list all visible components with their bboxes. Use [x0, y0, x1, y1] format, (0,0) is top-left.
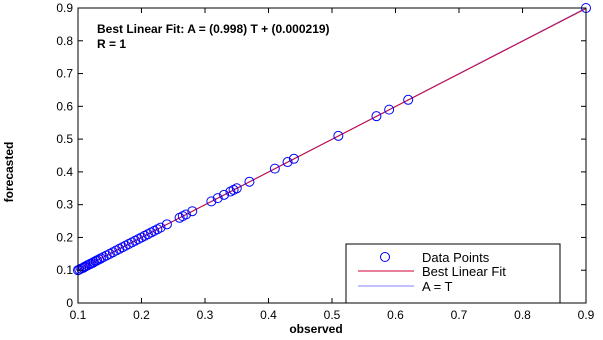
annotation-r-value: R = 1: [97, 37, 126, 51]
data-point: [231, 183, 242, 194]
x-tick-label: 0.9: [578, 308, 595, 322]
y-tick-label: 0.6: [56, 99, 73, 113]
data-point: [95, 253, 106, 264]
axis-ticks: 0.1 0.2 0.3 0.4 0.5 0.6 0.7 0.8 0.900.10.20.30.4…: [56, 1, 594, 322]
legend-box: [345, 243, 561, 304]
y-tick-label: 0: [66, 296, 73, 310]
x-tick-label: 0.6: [387, 308, 404, 322]
legend-label-data-points: Data Points: [422, 250, 490, 265]
y-tick-label: 0.3: [56, 198, 73, 212]
legend-label-identity: A = T: [422, 279, 453, 294]
x-axis-label: observed: [289, 322, 342, 336]
data-point: [282, 157, 293, 168]
data-point: [155, 222, 166, 233]
best-fit-line: [77, 8, 587, 271]
data-point: [212, 193, 223, 204]
data-point: [244, 176, 255, 187]
data-point: [269, 163, 280, 174]
data-point: [206, 196, 217, 207]
y-tick-label: 0.4: [56, 165, 73, 179]
data-point: [384, 104, 395, 115]
x-tick-label: 0.7: [451, 308, 468, 322]
y-tick-label: 0.2: [56, 230, 73, 244]
data-point: [288, 153, 299, 164]
x-tick-label: 0.2: [133, 308, 150, 322]
y-axis-label: forecasted: [2, 142, 16, 203]
x-tick-label: 0.8: [514, 308, 531, 322]
legend: Data Points Best Linear Fit A = T: [345, 243, 561, 304]
y-tick-label: 0.1: [56, 263, 73, 277]
data-point: [403, 94, 414, 105]
y-tick-label: 0.5: [56, 132, 73, 146]
y-tick-label: 0.7: [56, 67, 73, 81]
legend-label-best-fit: Best Linear Fit: [422, 264, 506, 279]
legend-marker-data-points: [380, 252, 390, 262]
data-point: [219, 189, 230, 200]
y-tick-label: 0.8: [56, 34, 73, 48]
data-point: [371, 111, 382, 122]
annotation-fit-equation: Best Linear Fit: A = (0.998) T + (0.0002…: [97, 22, 330, 36]
data-point: [180, 209, 191, 220]
data-point: [187, 206, 198, 217]
data-point: [161, 219, 172, 230]
x-tick-label: 0.3: [197, 308, 214, 322]
y-tick-label: 0.9: [56, 1, 73, 15]
x-tick-label: 0.5: [324, 308, 341, 322]
x-tick-label: 0.4: [260, 308, 277, 322]
x-tick-label: 0.1: [70, 308, 87, 322]
plot-marks: [73, 3, 591, 276]
data-point: [333, 130, 344, 141]
